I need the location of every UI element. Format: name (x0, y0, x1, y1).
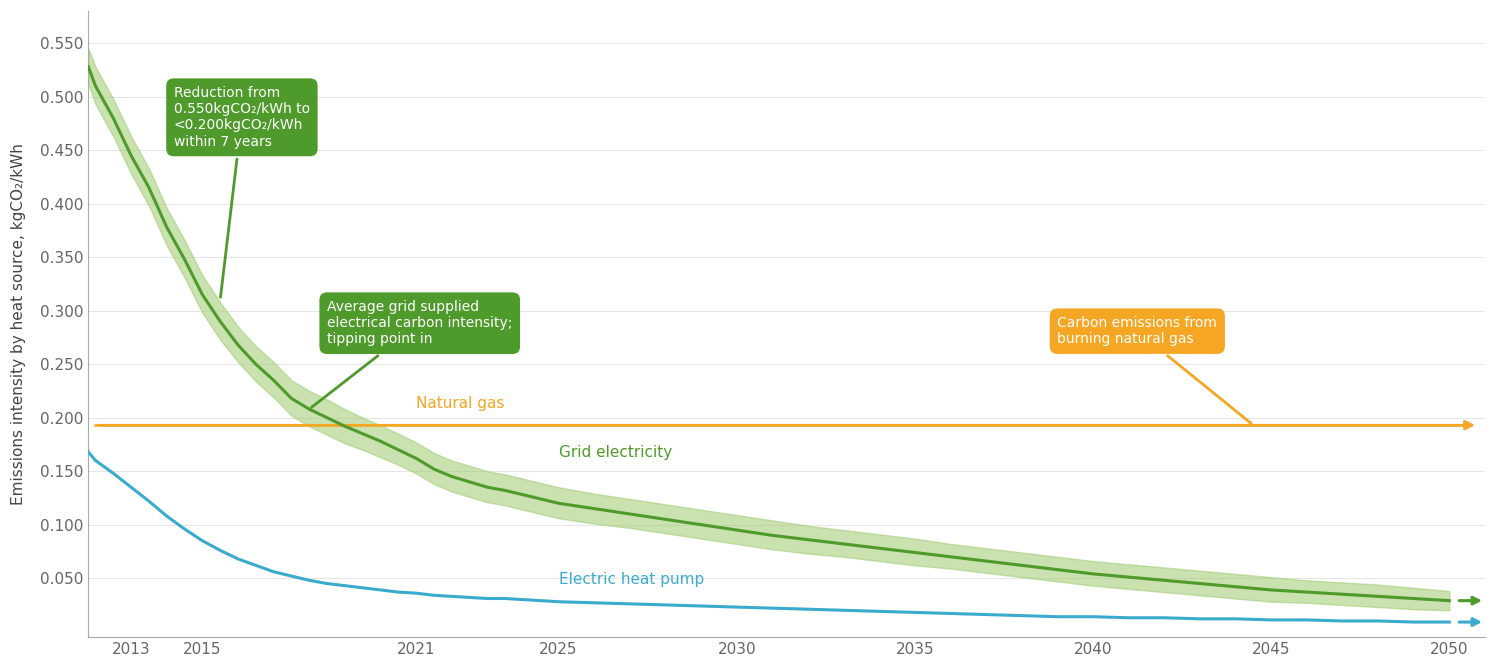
Text: Average grid supplied
electrical carbon intensity;
tipping point in: Average grid supplied electrical carbon … (311, 300, 513, 407)
Text: 2018: 2018 (462, 373, 501, 387)
Text: Carbon emissions from
burning natural gas: Carbon emissions from burning natural ga… (1058, 316, 1251, 424)
Text: Grid electricity: Grid electricity (558, 446, 672, 460)
Text: Electric heat pump: Electric heat pump (558, 572, 705, 587)
Text: Natural gas: Natural gas (416, 396, 504, 411)
Text: Reduction from
0.550kgCO₂/kWh to
<0.200kgCO₂/kWh
within 7 years: Reduction from 0.550kgCO₂/kWh to <0.200k… (174, 86, 310, 297)
Y-axis label: Emissions intensity by heat source, kgCO₂/kWh: Emissions intensity by heat source, kgCO… (10, 143, 25, 505)
